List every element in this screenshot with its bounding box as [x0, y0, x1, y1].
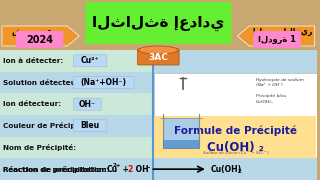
FancyBboxPatch shape [73, 120, 107, 132]
Text: Hydroxyde de sodium: Hydroxyde de sodium [256, 78, 304, 82]
Text: شرح جديد: شرح جديد [12, 26, 55, 35]
Text: Cu: Cu [107, 165, 118, 174]
Text: 2: 2 [237, 169, 241, 174]
Text: 2: 2 [128, 165, 133, 174]
Text: Sulfate de cuivre (Cu²⁺ + SO₄²⁻): Sulfate de cuivre (Cu²⁺ + SO₄²⁻) [203, 151, 268, 155]
Text: (Na⁺+OH⁻): (Na⁺+OH⁻) [81, 78, 127, 87]
Polygon shape [237, 26, 315, 46]
Text: الدرس الاخير: الدرس الاخير [253, 26, 313, 35]
FancyBboxPatch shape [0, 50, 317, 180]
Text: الدورة 1: الدورة 1 [258, 35, 296, 44]
FancyBboxPatch shape [0, 158, 317, 180]
Text: Cu²⁺: Cu²⁺ [81, 56, 99, 65]
FancyBboxPatch shape [73, 98, 101, 110]
Text: Nom de Précipité:: Nom de Précipité: [3, 144, 76, 151]
FancyBboxPatch shape [253, 31, 301, 48]
FancyBboxPatch shape [85, 2, 232, 44]
Text: Solution détecteur:: Solution détecteur: [3, 80, 82, 86]
Text: OH: OH [132, 165, 148, 174]
Text: Ion à détecter:: Ion à détecter: [3, 58, 63, 64]
FancyBboxPatch shape [73, 55, 107, 67]
FancyBboxPatch shape [16, 31, 63, 48]
Text: Couleur de Précipité:: Couleur de Précipité: [3, 122, 89, 129]
Text: 2+: 2+ [113, 163, 121, 168]
Text: OH⁻: OH⁻ [79, 100, 96, 109]
FancyBboxPatch shape [0, 137, 153, 158]
Text: (Na⁺ + OH⁻): (Na⁺ + OH⁻) [256, 83, 283, 87]
Text: Cu(OH): Cu(OH) [211, 165, 242, 174]
Text: Ion détecteur:: Ion détecteur: [3, 101, 61, 107]
FancyBboxPatch shape [163, 140, 199, 148]
Text: Formule de Précipité: Formule de Précipité [173, 125, 297, 136]
FancyBboxPatch shape [0, 158, 153, 180]
Text: −: − [146, 165, 150, 170]
Text: Réaction de précipitation:: Réaction de précipitation: [3, 166, 109, 173]
FancyBboxPatch shape [0, 93, 153, 115]
FancyBboxPatch shape [0, 115, 153, 137]
Text: Réaction de précipitation:: Réaction de précipitation: [3, 166, 107, 173]
Text: +: + [120, 165, 131, 174]
FancyBboxPatch shape [154, 73, 317, 157]
Text: Cu(OH) ₂: Cu(OH) ₂ [207, 141, 263, 154]
Text: Précipité bleu: Précipité bleu [256, 94, 286, 98]
FancyBboxPatch shape [0, 72, 153, 93]
Ellipse shape [139, 46, 178, 54]
FancyBboxPatch shape [73, 76, 134, 89]
FancyBboxPatch shape [154, 116, 316, 158]
Text: الثالثة إعدادي: الثالثة إعدادي [92, 15, 225, 31]
FancyBboxPatch shape [163, 118, 199, 148]
FancyBboxPatch shape [0, 50, 153, 72]
Polygon shape [2, 26, 79, 46]
FancyBboxPatch shape [138, 49, 179, 65]
Text: 2024: 2024 [26, 35, 53, 44]
Text: 3AC: 3AC [148, 53, 168, 62]
Text: Cu(OH)₂: Cu(OH)₂ [256, 100, 274, 104]
Text: Bleu: Bleu [81, 121, 100, 130]
